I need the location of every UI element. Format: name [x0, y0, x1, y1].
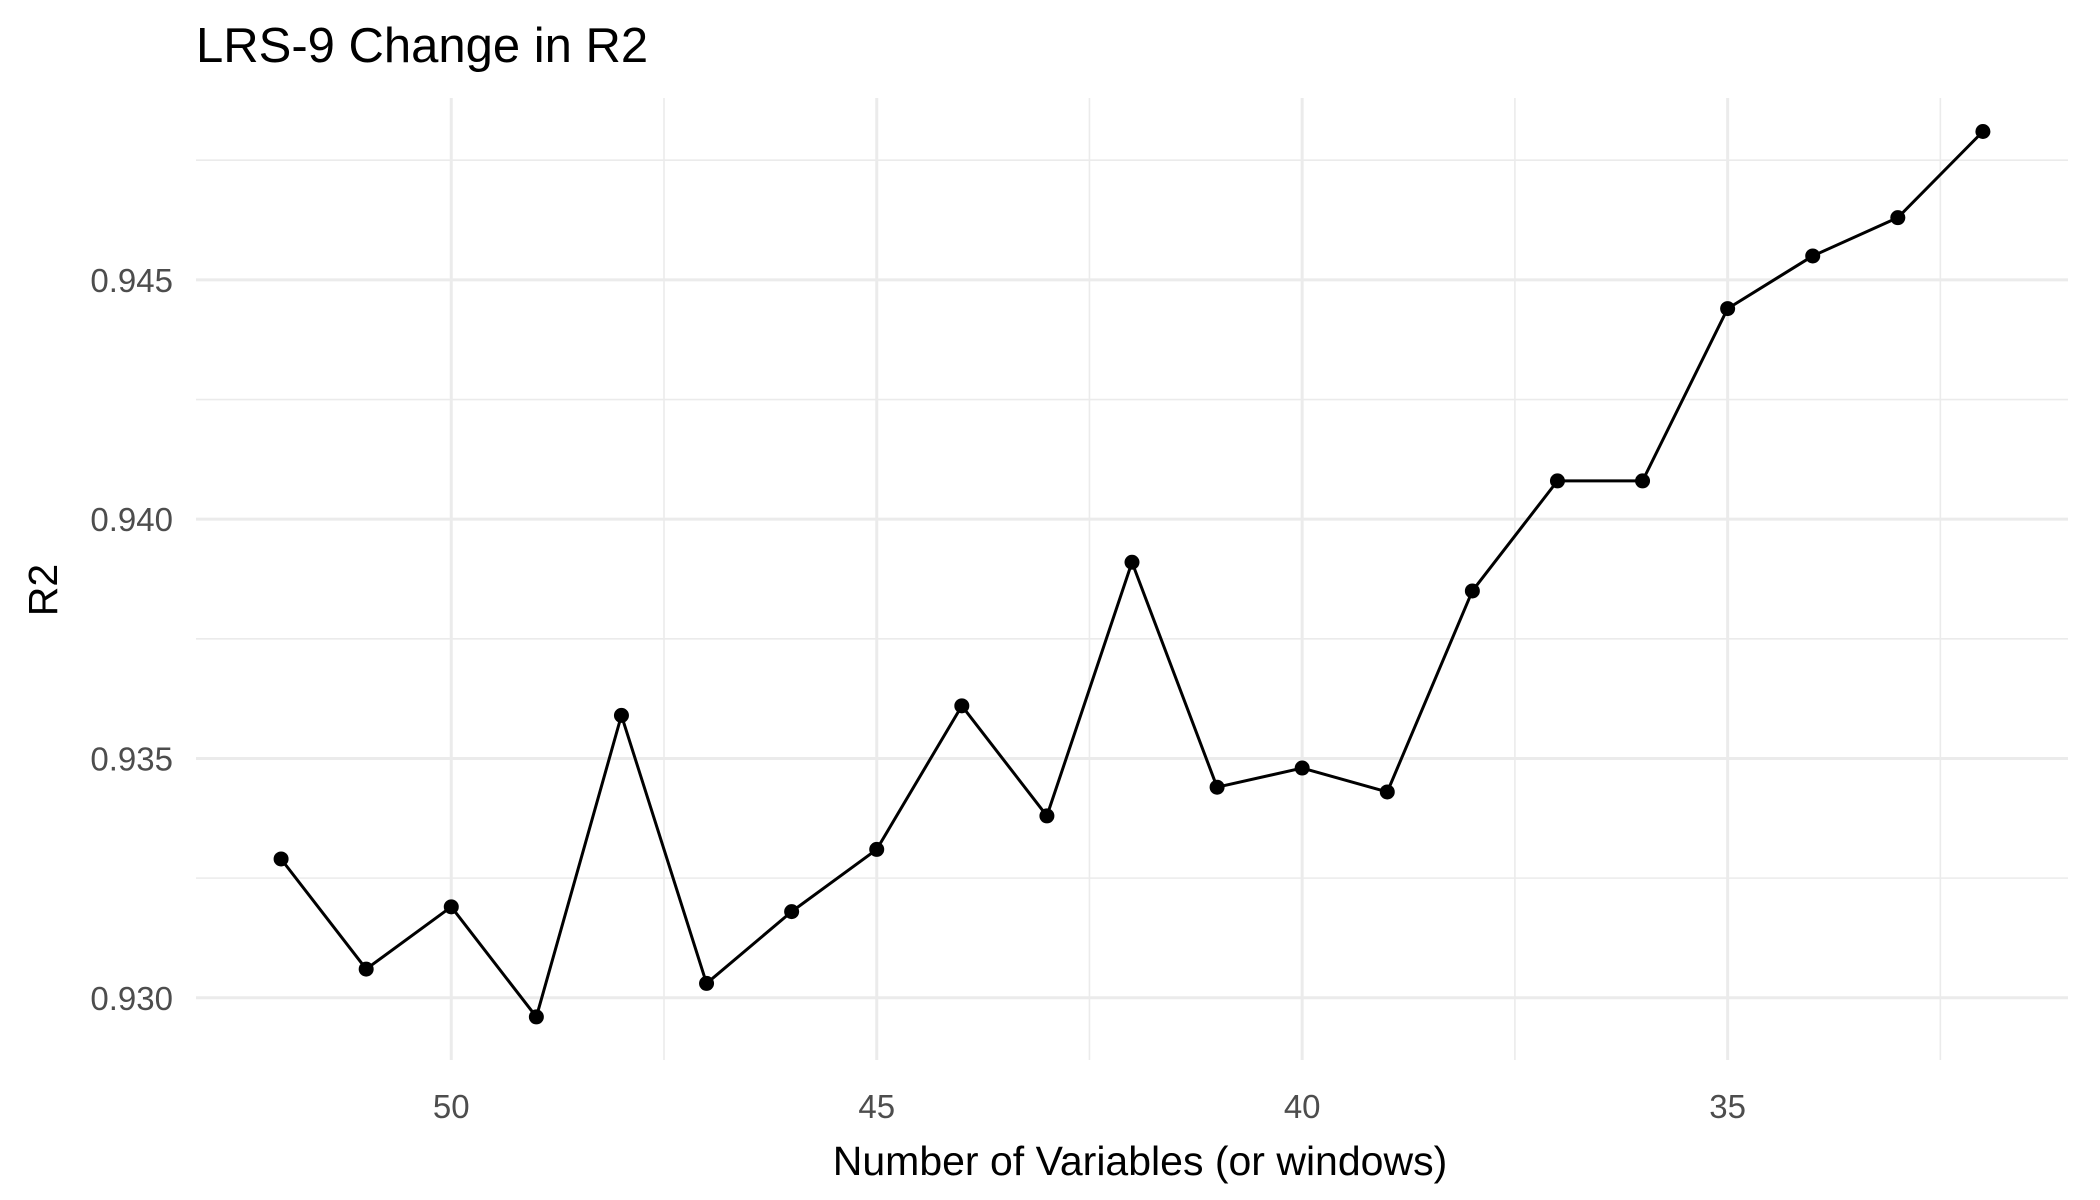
x-axis-title: Number of Variables (or windows) — [833, 1138, 1447, 1184]
data-point — [1720, 301, 1736, 317]
data-point — [784, 904, 800, 920]
data-point — [1294, 760, 1310, 776]
data-point — [273, 851, 289, 867]
data-point — [1805, 248, 1821, 264]
minor-gridlines — [196, 98, 2068, 1060]
major-gridlines — [196, 98, 2068, 1060]
data-point — [699, 975, 715, 991]
y-tick-label: 0.935 — [90, 740, 173, 777]
y-tick-label: 0.940 — [90, 501, 173, 538]
data-point — [1464, 583, 1480, 599]
y-axis-tick-labels: 0.930 0.935 0.940 0.945 — [90, 262, 173, 1017]
data-point — [1124, 554, 1140, 570]
x-tick-label: 35 — [1709, 1088, 1746, 1125]
data-point — [1209, 779, 1225, 795]
data-point — [613, 707, 629, 723]
data-point — [1549, 473, 1565, 489]
data-point — [1975, 124, 1991, 140]
y-tick-label: 0.945 — [90, 262, 173, 299]
chart-title: LRS-9 Change in R2 — [196, 19, 648, 73]
data-point — [1635, 473, 1651, 489]
data-point — [528, 1009, 544, 1025]
data-point — [1379, 784, 1395, 800]
x-tick-label: 45 — [858, 1088, 895, 1125]
data-point — [1039, 808, 1055, 824]
data-point — [358, 961, 374, 977]
data-point — [954, 698, 970, 714]
data-point — [869, 841, 885, 857]
x-tick-label: 50 — [433, 1088, 470, 1125]
x-tick-label: 40 — [1284, 1088, 1321, 1125]
data-point — [1890, 210, 1906, 226]
y-axis-title: R2 — [20, 564, 66, 616]
y-tick-label: 0.930 — [90, 980, 173, 1017]
data-series — [273, 124, 1991, 1025]
x-axis-tick-labels: 50 45 40 35 — [433, 1088, 1746, 1125]
data-point — [443, 899, 459, 915]
